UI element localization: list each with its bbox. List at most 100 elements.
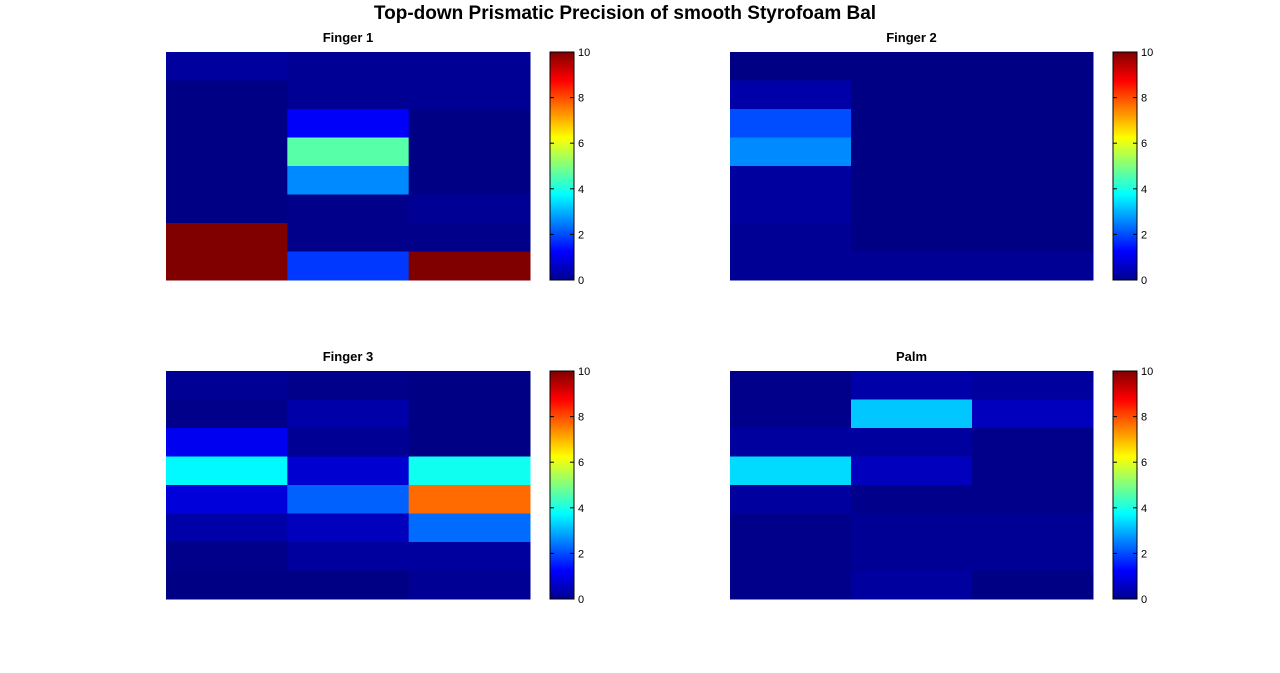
heatmap-cell: [851, 485, 973, 514]
heatmap-panel: Finger 3 0 2 4 6 8 10: [166, 349, 590, 606]
colorbar-tick-label: 0: [578, 275, 584, 287]
heatmap-cell: [287, 166, 410, 195]
heatmap-panel: Finger 1 0 2 4 6 8 10: [166, 30, 590, 287]
colorbar-tick-label: 10: [1141, 366, 1153, 378]
heatmap-cell: [166, 428, 288, 457]
heatmap-cell: [972, 542, 1094, 571]
heatmap-cell: [730, 428, 852, 457]
heatmap-cell: [166, 456, 288, 486]
heatmap-cell: [408, 371, 531, 400]
heatmap-cell: [287, 428, 410, 457]
heatmap-cell: [166, 399, 288, 429]
heatmap-cell: [408, 109, 531, 138]
colorbar-tick-label: 6: [578, 138, 584, 150]
heatmap-cell: [408, 428, 531, 457]
heatmap-cell: [287, 456, 410, 486]
heatmap-cell: [972, 399, 1094, 429]
heatmap-cell: [166, 570, 288, 600]
heatmap-cell: [851, 194, 973, 224]
heatmap-cell: [851, 52, 973, 81]
heatmap-cell: [408, 137, 531, 167]
heatmap-cell: [851, 371, 973, 400]
colorbar-tick-label: 2: [578, 229, 584, 241]
colorbar-tick-label: 10: [578, 47, 590, 59]
colorbar-tick-label: 0: [578, 594, 584, 606]
heatmap-cell: [287, 52, 410, 81]
heatmap-cell: [851, 456, 973, 486]
heatmap-cell: [287, 542, 410, 571]
heatmap-cell: [851, 251, 973, 281]
colorbar-gradient: [549, 51, 575, 281]
colorbar-gradient: [1112, 370, 1138, 600]
colorbar-tick-label: 4: [1141, 184, 1147, 196]
heatmap-cell: [408, 399, 531, 429]
heatmap-cell: [730, 80, 852, 110]
heatmap-cell: [166, 371, 288, 400]
colorbar-tick-label: 4: [578, 503, 584, 515]
heatmap-cell: [287, 137, 410, 167]
colorbar-tick-label: 8: [1141, 93, 1147, 105]
heatmap-cell: [730, 251, 852, 281]
heatmap-cell: [851, 137, 973, 167]
heatmap-cell: [851, 570, 973, 600]
heatmap-cell: [408, 251, 531, 281]
heatmap-cell: [851, 513, 973, 543]
heatmap-cell: [408, 80, 531, 110]
colorbar: 0 2 4 6 8 10: [549, 366, 590, 606]
heatmap-cell: [166, 52, 288, 81]
colorbar-tick-label: 4: [1141, 503, 1147, 515]
colorbar-tick-label: 0: [1141, 594, 1147, 606]
heatmap-cell: [287, 223, 410, 252]
colorbar-tick-label: 6: [1141, 138, 1147, 150]
heatmap-cell: [730, 570, 852, 600]
heatmap-cell: [287, 194, 410, 224]
panel-title: Finger 2: [886, 30, 937, 45]
heatmap-cell: [730, 166, 852, 195]
heatmap-cell: [166, 485, 288, 514]
heatmap-cell: [408, 223, 531, 252]
heatmap-cell: [972, 80, 1094, 110]
heatmap-cell: [287, 570, 410, 600]
heatmap-cell: [972, 194, 1094, 224]
colorbar-tick-label: 8: [1141, 412, 1147, 424]
heatmap-cell: [166, 137, 288, 167]
heatmap-cell: [408, 456, 531, 486]
heatmap-cell: [972, 570, 1094, 600]
heatmap-cell: [972, 251, 1094, 281]
heatmap-cell: [730, 194, 852, 224]
heatmap-cell: [166, 542, 288, 571]
colorbar-tick-label: 0: [1141, 275, 1147, 287]
heatmap-cell: [287, 251, 410, 281]
heatmap-cell: [972, 371, 1094, 400]
colorbar-gradient: [1112, 51, 1138, 281]
heatmap-cell: [851, 109, 973, 138]
heatmap-panel: Palm 0 2 4 6 8 10: [730, 349, 1153, 606]
panel-title: Finger 1: [323, 30, 374, 45]
panel-title: Palm: [896, 349, 927, 364]
heatmap-cell: [166, 109, 288, 138]
heatmap-cell: [972, 485, 1094, 514]
heatmap-cell: [408, 513, 531, 543]
panels: Finger 1 0 2 4 6 8 10 Finger 2 0 2 4 6 8 10 Finger 3 0 2…: [166, 30, 1153, 606]
heatmap-cell: [408, 542, 531, 571]
heatmap-cell: [730, 137, 852, 167]
heatmap-cell: [730, 456, 852, 486]
heatmap-cell: [408, 52, 531, 81]
heatmap-cell: [851, 399, 973, 429]
heatmap-cell: [972, 223, 1094, 252]
heatmap-cell: [730, 223, 852, 252]
heatmap-cell: [972, 109, 1094, 138]
heatmap-cell: [408, 194, 531, 224]
heatmap-cell: [287, 513, 410, 543]
heatmap-cell: [972, 137, 1094, 167]
heatmap-cell: [972, 52, 1094, 81]
heatmap-cell: [730, 109, 852, 138]
heatmap-cell: [730, 542, 852, 571]
heatmap-cell: [166, 80, 288, 110]
heatmap-cell: [730, 399, 852, 429]
heatmap-cell: [166, 194, 288, 224]
colorbar-tick-label: 2: [1141, 548, 1147, 560]
heatmap-cell: [972, 428, 1094, 457]
colorbar-tick-label: 2: [578, 548, 584, 560]
